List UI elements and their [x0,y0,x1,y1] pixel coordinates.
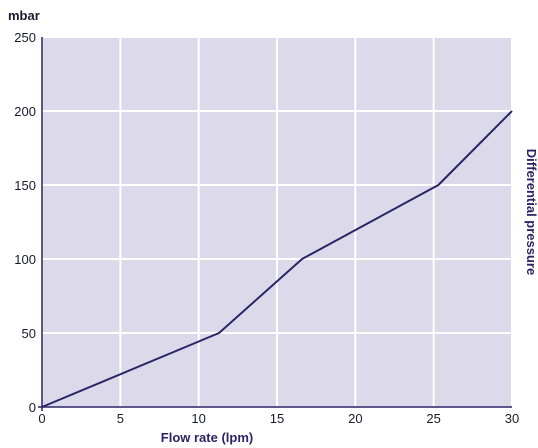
x-tick-label: 30 [505,411,519,426]
y-tick-label: 0 [29,400,36,415]
x-tick-label: 15 [270,411,284,426]
x-tick-label: 25 [426,411,440,426]
x-tick-label: 0 [38,411,45,426]
series-lines [41,110,513,408]
y-tick-label: 50 [22,326,36,341]
grid-lines [42,36,513,407]
axes [38,37,512,411]
y-tick-labels: 0 50 100 150 200 250 [14,30,36,415]
series-line [41,110,513,408]
y-tick-label: 250 [14,30,36,45]
y-unit-label: mbar [8,8,40,23]
x-tick-label: 5 [117,411,124,426]
x-tick-label: 10 [191,411,205,426]
y-tick-label: 200 [14,104,36,119]
y-axis-title: Differential pressure [524,149,538,275]
y-tick-label: 100 [14,252,36,267]
x-tick-label: 20 [348,411,362,426]
y-tick-label: 150 [14,178,36,193]
x-tick-labels: 0 5 10 15 20 25 30 [38,411,519,426]
x-axis-title: Flow rate (lpm) [161,430,253,445]
